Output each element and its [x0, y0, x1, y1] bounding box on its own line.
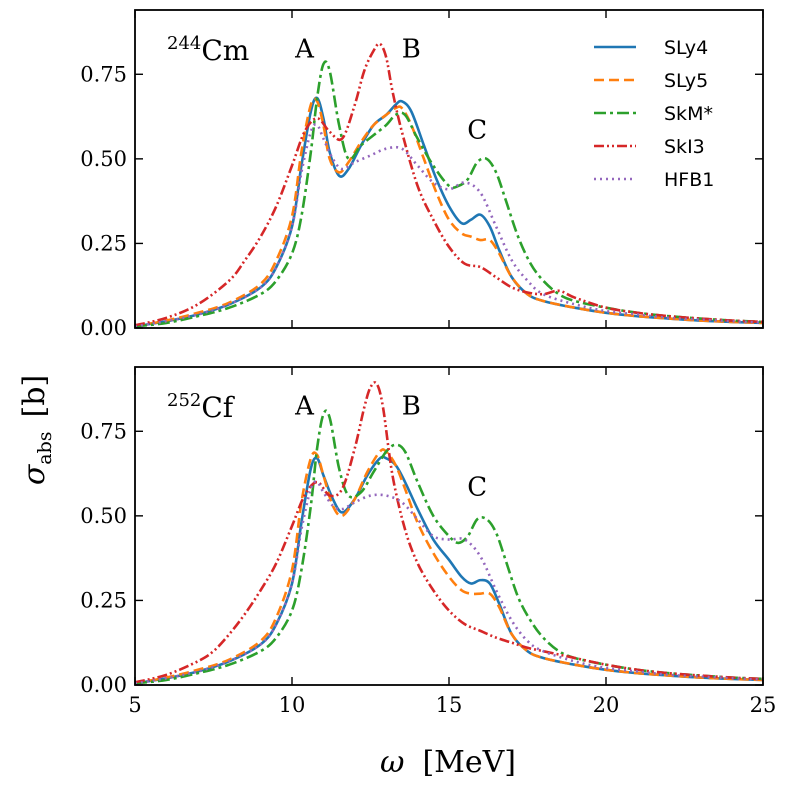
nucleus-mass-number: 252 [167, 390, 201, 411]
y-tick-label: 0.75 [80, 62, 127, 86]
series-line-sly5 [135, 448, 763, 685]
y-tick-label: 0.50 [80, 147, 127, 171]
series-line-sly4 [135, 455, 763, 685]
y-tick-label: 0.00 [80, 316, 127, 340]
peak-label-a: A [294, 391, 315, 421]
x-tick-label: 10 [279, 693, 306, 717]
series-line-hfb1 [135, 123, 763, 328]
legend-label-sly5: SLy5 [664, 70, 708, 92]
y-axis-label: σabs [b] [17, 375, 56, 485]
y-tick-label: 0.50 [80, 504, 127, 528]
legend: SLy4 SLy5 SkM* SkI3 HFB1 [594, 37, 714, 191]
y-axis-symbol: σ [17, 463, 52, 485]
nucleus-mass-number: 244 [167, 33, 201, 54]
x-axis-label: ω [MeV] [380, 745, 516, 780]
legend-label-sly4: SLy4 [664, 37, 708, 59]
series-line-hfb1 [135, 480, 763, 685]
y-axis-subscript: abs [34, 431, 56, 464]
x-tick-label: 20 [593, 693, 620, 717]
nucleus-symbol: Cf [201, 391, 235, 424]
series-line-skm- [135, 60, 763, 328]
series-lines [135, 42, 763, 328]
x-axis-unit: [MeV] [422, 745, 516, 780]
y-tick-label: 0.25 [80, 231, 127, 255]
series-line-skm- [135, 409, 763, 685]
panels: 0.00 0.25 0.50 0.75 244Cm A B C SLy4 SLy5 SkM* SkI3… [80, 9, 777, 717]
peak-label-b: B [402, 391, 421, 421]
panel-2: 5 10 15 20 25 0.00 0.25 0.50 0.75 252Cf A B C [80, 366, 777, 717]
legend-label-ski3: SkI3 [664, 136, 705, 158]
series-line-sly5 [135, 97, 763, 328]
legend-label-hfb1: HFB1 [664, 169, 714, 191]
series-line-ski3 [135, 381, 763, 684]
y-tick-label: 0.00 [80, 673, 127, 697]
series-line-ski3 [135, 42, 763, 327]
series-lines [135, 381, 763, 685]
nucleus-label: 244Cm [167, 33, 249, 67]
series-line-sly4 [135, 96, 763, 328]
x-tick-label: 25 [750, 693, 777, 717]
x-axis-symbol: ω [380, 745, 404, 780]
peak-label-c: C [467, 473, 487, 503]
y-tick-label: 0.25 [80, 588, 127, 612]
peak-label-c: C [467, 116, 487, 146]
x-tick-label: 15 [436, 693, 463, 717]
peak-label-b: B [402, 34, 421, 64]
nucleus-label: 252Cf [167, 390, 236, 424]
peak-label-a: A [294, 34, 315, 64]
y-tick-label: 0.75 [80, 419, 127, 443]
legend-label-skm-: SkM* [664, 103, 713, 125]
y-axis-unit: [b] [17, 375, 52, 418]
x-tick-label: 5 [128, 693, 141, 717]
nucleus-symbol: Cm [201, 34, 249, 67]
panel-1: 0.00 0.25 0.50 0.75 244Cm A B C SLy4 SLy5 SkM* SkI3… [80, 9, 764, 340]
